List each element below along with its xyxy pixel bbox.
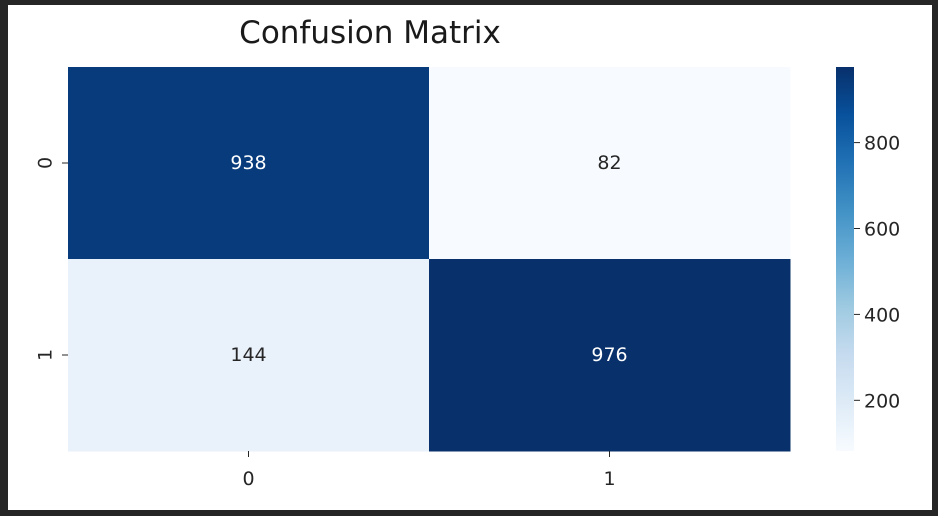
cell-value-0-1: 82 — [597, 152, 621, 174]
colorbar-tick-label-400: 400 — [864, 304, 900, 326]
heatmap-cells — [68, 67, 791, 452]
heatmap-cell-0-1 — [429, 67, 791, 260]
heatmap-cell-0-0 — [68, 67, 430, 260]
cell-annotations: 938 82 144 976 — [230, 152, 627, 366]
cell-value-1-1: 976 — [591, 344, 627, 366]
y-axis-ticks: 01 — [35, 157, 68, 361]
colorbar-tick-label-200: 200 — [864, 390, 900, 412]
colorbar-tick-label-600: 600 — [864, 219, 900, 241]
y-tick-label-0: 0 — [35, 157, 57, 169]
colorbar-bar — [836, 67, 854, 451]
x-tick-label-0: 0 — [242, 468, 254, 490]
cell-value-0-0: 938 — [230, 152, 266, 174]
chart-title: Confusion Matrix — [239, 15, 501, 51]
y-tick-label-1: 1 — [35, 349, 57, 361]
colorbar-tick-label-800: 800 — [864, 133, 900, 155]
cell-value-1-0: 144 — [230, 344, 266, 366]
heatmap-cell-1-1 — [429, 259, 791, 452]
x-tick-label-1: 1 — [603, 468, 615, 490]
colorbar: 200 400 600 800 — [836, 67, 900, 451]
heatmap-cell-1-0 — [68, 259, 430, 452]
